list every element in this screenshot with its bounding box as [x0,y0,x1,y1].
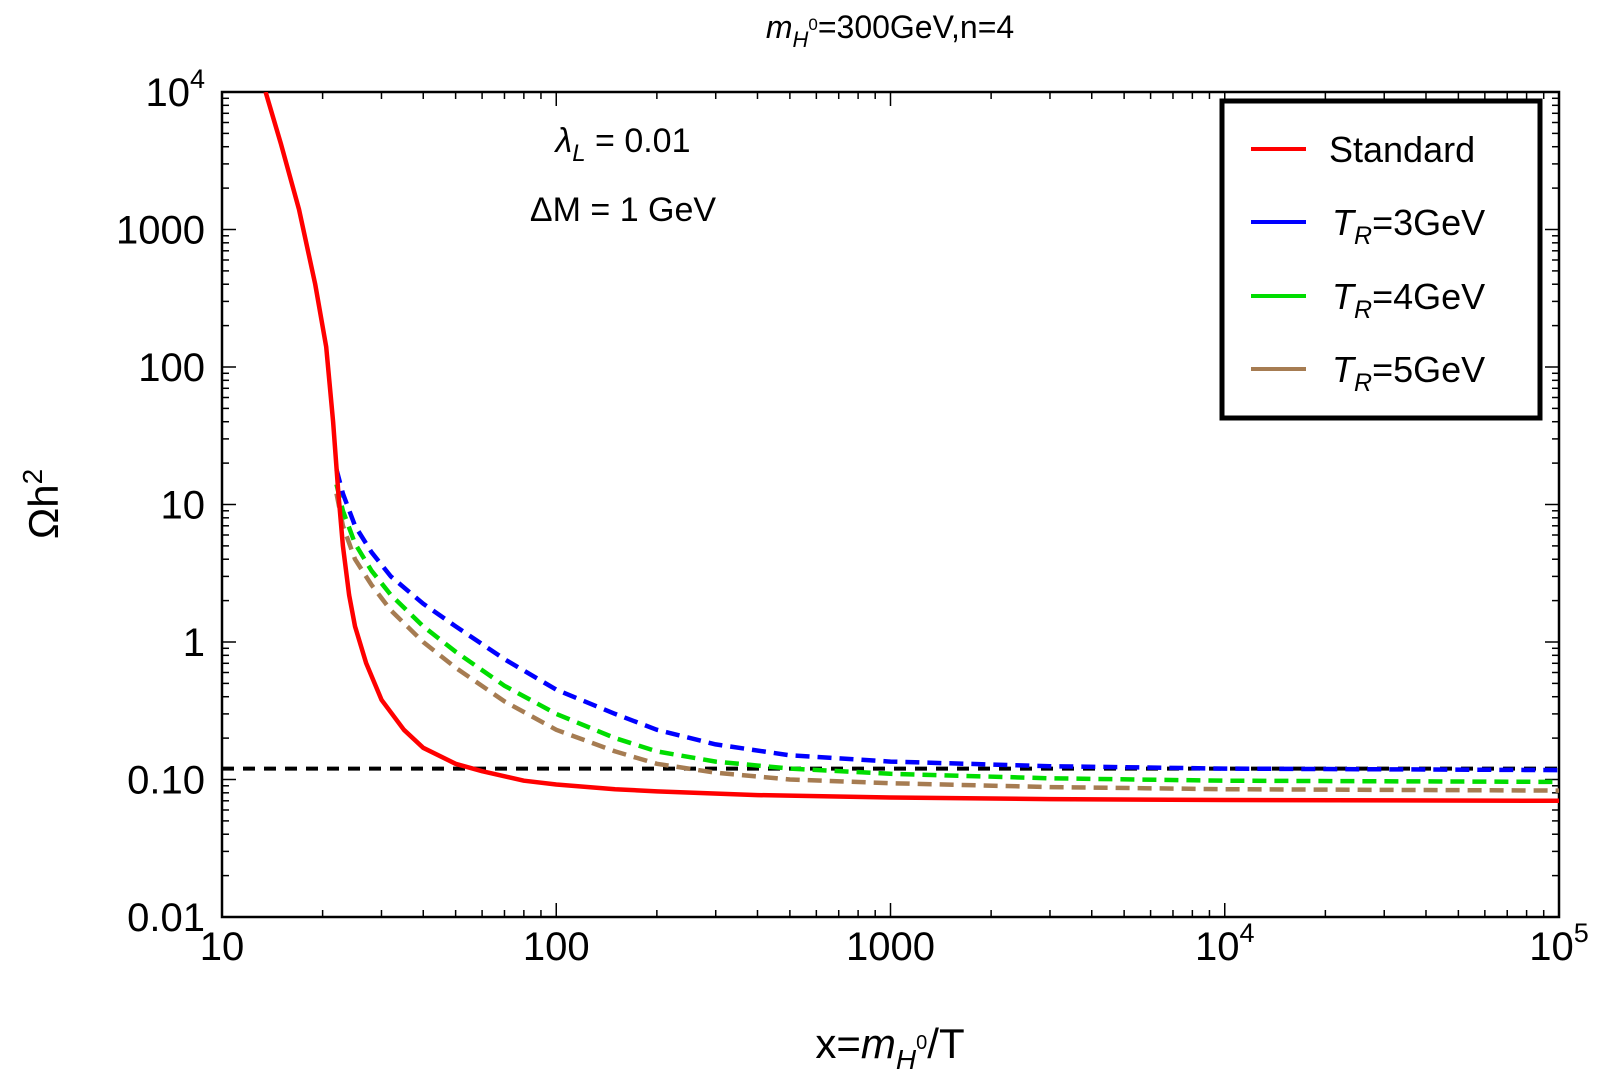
x-tick-label: 1000 [846,925,935,969]
annotation-delta-m: ΔM = 1 GeV [530,191,716,229]
y-tick-labels: 0.01 0.10 1 10 100 1000 104 [116,64,205,940]
y-tick-label: 0.01 [127,896,205,940]
series-line-0 [263,92,1559,804]
legend-label-tr5: TR=5GeV [1332,349,1485,397]
legend-label-tr3: TR=3GeV [1332,202,1485,250]
y-tick-label: 100 [138,346,205,390]
y-tick-label: 10 [161,484,206,528]
legend-label-tr4: TR=4GeV [1332,276,1485,324]
x-tick-labels: 10 100 1000 104 105 [200,918,1589,969]
series-group [222,92,1559,804]
y-tick-label: 1 [183,621,205,665]
chart-title: mH0=300GeV,n=4 [766,9,1014,52]
x-tick-label: 10 [200,925,245,969]
y-tick-label: 0.10 [127,759,205,803]
y-axis-label: Ωh2 [17,469,67,539]
series-line-2 [334,483,1559,785]
x-tick-label: 105 [1529,918,1589,969]
legend-label-standard: Standard [1329,129,1475,170]
legend: Standard TR=3GeV TR=4GeV TR=5GeV [1219,98,1543,421]
series-line-1 [334,468,1559,773]
legend-box [1219,98,1543,421]
series-line-3 [334,493,1559,793]
x-tick-label: 100 [523,925,590,969]
axis-ticks [221,92,1559,918]
y-tick-label: 104 [145,64,205,115]
annotation-lambda: λL = 0.01 [553,122,690,167]
x-axis-label: x=mH0/T [815,1020,964,1075]
x-tick-label: 104 [1195,918,1255,969]
y-tick-label: 1000 [116,209,205,253]
